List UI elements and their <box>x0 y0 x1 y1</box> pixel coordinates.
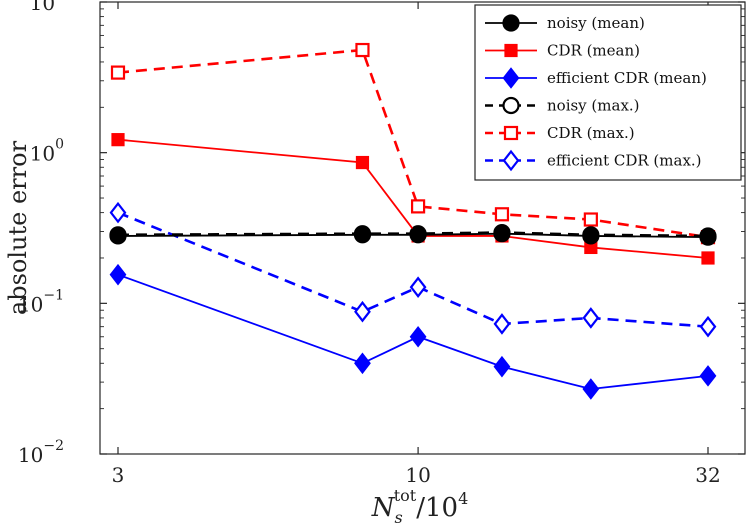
data-point <box>699 315 717 338</box>
legend-label: efficient CDR (mean) <box>547 69 707 87</box>
series-line <box>117 232 709 239</box>
data-point <box>410 199 426 214</box>
series-line <box>117 48 709 239</box>
axis-labels: absolute error Nstot/104 <box>4 140 468 526</box>
x-tick-label: 32 <box>695 463 720 487</box>
data-point <box>701 251 715 265</box>
series-line <box>117 138 709 259</box>
series-cdr-max <box>110 42 716 245</box>
y-tick-label: 101 <box>30 0 64 15</box>
series-line <box>117 211 709 328</box>
y-axis-label: absolute error <box>4 140 32 315</box>
legend-item: noisy (mean) <box>485 14 645 32</box>
x-tick-label: 10 <box>405 463 430 487</box>
legend-swatch-marker <box>504 43 518 58</box>
data-point <box>111 133 125 147</box>
data-point <box>494 207 510 222</box>
data-point <box>409 226 427 244</box>
data-point <box>582 227 600 245</box>
series-line <box>117 273 709 390</box>
data-point <box>409 325 427 348</box>
y-tick-label: 10−1 <box>18 287 64 316</box>
legend-item: efficient CDR (max.) <box>485 149 702 172</box>
legend-swatch-marker <box>502 14 520 32</box>
legend-label: noisy (max.) <box>547 97 640 115</box>
legend-box <box>474 4 742 181</box>
legend-swatch-marker <box>502 67 520 89</box>
data-point <box>582 307 600 329</box>
data-point <box>109 263 127 286</box>
series-noisy-mean <box>109 225 717 246</box>
data-point <box>699 228 717 246</box>
data-point <box>353 226 372 244</box>
legend-swatch-marker <box>502 96 520 115</box>
legend-item: noisy (max.) <box>485 97 640 115</box>
legend-swatch-marker <box>503 125 519 141</box>
data-point <box>109 227 127 245</box>
legend-item: efficient CDR (mean) <box>485 67 707 89</box>
data-point <box>109 201 127 224</box>
data-point <box>493 355 511 378</box>
data-point <box>354 352 371 375</box>
legend-label: CDR (max.) <box>547 124 635 142</box>
data-point <box>110 65 126 80</box>
x-tick-label: 3 <box>112 463 125 487</box>
series-efficient-cdr-mean <box>109 263 717 400</box>
data-point <box>583 212 598 227</box>
data-point <box>355 42 370 58</box>
y-tick-label: 10−2 <box>18 438 64 467</box>
legend-swatch-marker <box>502 149 520 172</box>
legend-item: CDR (max.) <box>485 124 635 142</box>
data-point <box>354 300 371 323</box>
data-point <box>493 225 511 243</box>
legend-label: noisy (mean) <box>547 14 645 32</box>
series-efficient-cdr-max <box>109 201 717 338</box>
series-layer <box>109 42 717 400</box>
legend-label: efficient CDR (max.) <box>547 152 702 170</box>
legend: noisy (mean) CDR (mean) efficient CDR (mea… <box>474 4 742 181</box>
data-point <box>355 155 370 170</box>
data-point <box>699 365 717 387</box>
x-axis-label: Nstot/104 <box>371 486 469 526</box>
y-tick-label: 100 <box>30 137 64 166</box>
data-point <box>409 276 427 298</box>
data-point <box>493 313 511 335</box>
data-point <box>582 378 600 400</box>
legend-item: CDR (mean) <box>485 42 640 60</box>
series-line <box>117 231 709 238</box>
legend-label: CDR (mean) <box>547 42 640 60</box>
axis-ticks: 10−2 10−1 100 101 3 10 32 <box>18 0 745 487</box>
